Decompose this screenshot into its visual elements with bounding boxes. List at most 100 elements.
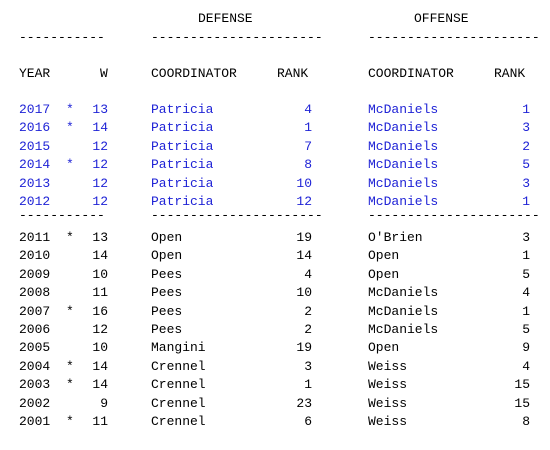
defense-rank-cell: 2 [304, 303, 312, 319]
wins-cell: 14 [92, 358, 108, 374]
offense-coordinator-cell: Weiss [368, 358, 408, 374]
defense-rank-cell: 10 [296, 285, 312, 301]
offense-rank-cell: 9 [522, 340, 530, 356]
year-cell: 2010 [19, 248, 51, 264]
table-row: 2003 * 14 Crennel 1 Weiss 15 [0, 376, 550, 394]
defense-rank-cell: 10 [296, 175, 312, 191]
defense-rank-cell: 19 [296, 340, 312, 356]
offense-rank-cell: 1 [522, 303, 530, 319]
offense-coordinator-cell: McDaniels [368, 175, 439, 191]
table-row: 2005 10 Mangini 19 Open 9 [0, 339, 550, 357]
defense-coordinator-cell: Patricia [151, 157, 214, 173]
wins-cell: 12 [92, 138, 108, 154]
wins-cell: 13 [92, 230, 108, 245]
playoff-marker: * [66, 377, 74, 393]
defense-rank-cell: 23 [296, 395, 312, 411]
offense-rank-cell: 15 [514, 377, 530, 393]
offense-coordinator-cell: Weiss [368, 377, 408, 393]
offense-coordinator-cell: McDaniels [368, 322, 439, 337]
defense-rank-cell: 12 [296, 194, 312, 209]
table-row: 2012 12 Patricia 12 McDaniels 1 [0, 193, 550, 211]
offense-header: OFFENSE [414, 11, 469, 26]
defense-coordinator-cell: Crennel [151, 377, 206, 393]
offense-coordinator-cell: Open [368, 248, 400, 264]
table-row: 2016 * 14 Patricia 1 McDaniels 3 [0, 119, 550, 137]
offense-rank-cell: 5 [522, 157, 530, 173]
year-cell: 2015 [19, 138, 51, 154]
wins-cell: 12 [92, 194, 108, 209]
col-off-rank: RANK [494, 66, 526, 81]
playoff-marker: * [66, 303, 74, 319]
defense-coordinator-cell: Patricia [151, 120, 214, 136]
defense-rank-cell: 4 [304, 102, 312, 117]
offense-coordinator-cell: McDaniels [368, 120, 439, 136]
defense-coordinator-cell: Pees [151, 322, 183, 337]
table-row: 2013 12 Patricia 10 McDaniels 3 [0, 175, 550, 193]
playoff-marker: * [66, 120, 74, 136]
offense-rank-cell: 4 [522, 358, 530, 374]
offense-rank-cell: 3 [522, 120, 530, 136]
divider-offense-mid: ---------------------- [368, 208, 540, 223]
year-cell: 2013 [19, 175, 51, 191]
wins-cell: 13 [92, 102, 108, 117]
wins-cell: 10 [92, 340, 108, 356]
wins-cell: 12 [92, 322, 108, 337]
defense-rank-cell: 3 [304, 358, 312, 374]
offense-coordinator-cell: Open [368, 340, 400, 356]
year-cell: 2006 [19, 322, 51, 337]
divider-defense-mid: ---------------------- [151, 208, 323, 223]
col-year: YEAR [19, 66, 51, 81]
offense-coordinator-cell: Open [368, 266, 400, 282]
defense-rank-cell: 1 [304, 120, 312, 136]
table-row: 2004 * 14 Crennel 3 Weiss 4 [0, 358, 550, 376]
year-cell: 2007 [19, 303, 51, 319]
defense-coordinator-cell: Crennel [151, 395, 206, 411]
defense-coordinator-cell: Patricia [151, 175, 214, 191]
defense-coordinator-cell: Pees [151, 266, 183, 282]
offense-rank-cell: 3 [522, 230, 530, 245]
table-row: 2006 12 Pees 2 McDaniels 5 [0, 321, 550, 339]
defense-coordinator-cell: Open [151, 230, 183, 245]
table-row: 2010 14 Open 14 Open 1 [0, 247, 550, 265]
year-cell: 2011 [19, 230, 51, 245]
defense-coordinator-cell: Pees [151, 285, 183, 301]
wins-cell: 12 [92, 157, 108, 173]
offense-rank-cell: 5 [522, 322, 530, 337]
offense-coordinator-cell: O'Brien [368, 230, 423, 245]
wins-cell: 10 [92, 266, 108, 282]
defense-rank-cell: 4 [304, 266, 312, 282]
year-cell: 2003 [19, 377, 51, 393]
wins-cell: 14 [92, 248, 108, 264]
wins-cell: 11 [92, 285, 108, 301]
table-row: 2007 * 16 Pees 2 McDaniels 1 [0, 303, 550, 321]
defense-coordinator-cell: Patricia [151, 102, 214, 117]
offense-coordinator-cell: McDaniels [368, 157, 439, 173]
defense-rank-cell: 2 [304, 322, 312, 337]
wins-cell: 16 [92, 303, 108, 319]
table-row: 2017 * 13 Patricia 4 McDaniels 1 [0, 101, 550, 119]
defense-rank-cell: 1 [304, 377, 312, 393]
playoff-marker: * [66, 358, 74, 374]
defense-coordinator-cell: Patricia [151, 138, 214, 154]
offense-coordinator-cell: Weiss [368, 414, 408, 429]
year-cell: 2001 [19, 414, 51, 429]
table-row: 2009 10 Pees 4 Open 5 [0, 266, 550, 284]
offense-rank-cell: 4 [522, 285, 530, 301]
wins-cell: 14 [92, 120, 108, 136]
defense-coordinator-cell: Crennel [151, 358, 206, 374]
playoff-marker: * [66, 157, 74, 173]
offense-coordinator-cell: McDaniels [368, 102, 439, 117]
table-row: 2001 * 11 Crennel 6 Weiss 8 [0, 413, 550, 431]
divider-year-w: ----------- [19, 30, 105, 45]
year-cell: 2017 [19, 102, 51, 117]
defense-rank-cell: 6 [304, 414, 312, 429]
year-cell: 2012 [19, 194, 51, 209]
offense-coordinator-cell: McDaniels [368, 138, 439, 154]
wins-cell: 11 [92, 414, 108, 429]
playoff-marker: * [66, 230, 74, 245]
defense-coordinator-cell: Crennel [151, 414, 206, 429]
year-cell: 2002 [19, 395, 51, 411]
defense-rank-cell: 7 [304, 138, 312, 154]
year-cell: 2005 [19, 340, 51, 356]
defense-coordinator-cell: Pees [151, 303, 183, 319]
